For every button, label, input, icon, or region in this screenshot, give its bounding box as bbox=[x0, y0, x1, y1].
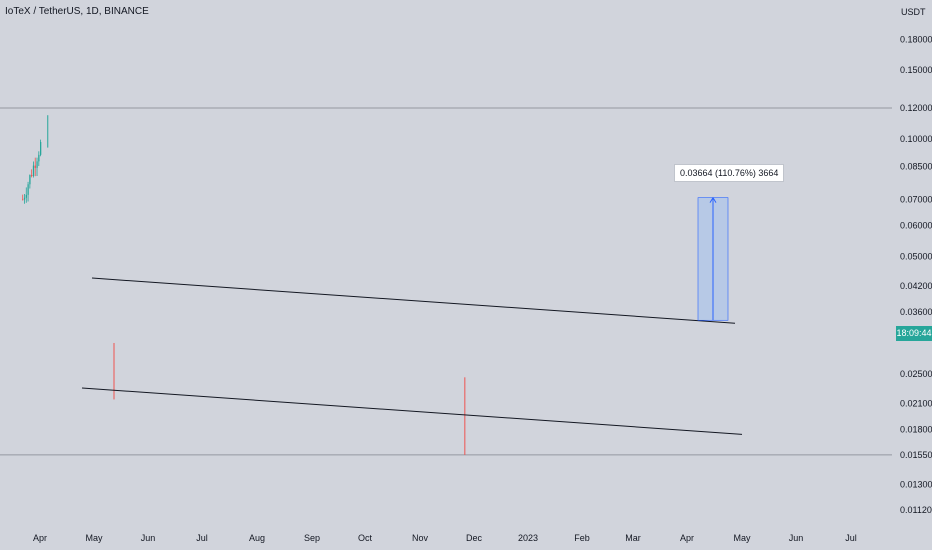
time-tick-label: Aug bbox=[249, 533, 265, 543]
price-tick-label: 0.07000 bbox=[900, 194, 932, 204]
measure-label: 0.03664 (110.76%) 3664 bbox=[674, 164, 785, 182]
time-tick-label: Jun bbox=[141, 533, 156, 543]
channel-upper-line bbox=[91, 277, 736, 324]
price-tick-label: 0.10000 bbox=[900, 134, 932, 144]
price-tick-label: 0.02500 bbox=[900, 369, 932, 379]
price-tick-label: 0.12000 bbox=[900, 103, 932, 113]
time-tick-label: Apr bbox=[33, 533, 47, 543]
candle-body bbox=[36, 161, 38, 168]
time-tick-label: Mar bbox=[625, 533, 641, 543]
time-tick-label: May bbox=[85, 533, 103, 543]
candle-body bbox=[22, 199, 24, 201]
candle-body bbox=[29, 175, 31, 185]
time-tick-label: Jul bbox=[196, 533, 208, 543]
price-tick-label: 0.02100 bbox=[900, 398, 932, 408]
price-tick-label: 0.05000 bbox=[900, 251, 932, 261]
time-tick-label: Nov bbox=[412, 533, 429, 543]
channel-lower-line bbox=[81, 387, 743, 435]
price-tick-label: 0.01300 bbox=[900, 480, 932, 490]
price-tick-label: 0.08500 bbox=[900, 161, 932, 171]
price-tick-label: 0.18000 bbox=[900, 34, 932, 44]
candle-body bbox=[27, 184, 29, 195]
time-tick-label: Dec bbox=[466, 533, 483, 543]
price-tick-label: 0.01550 bbox=[900, 450, 932, 460]
price-tick-label: 0.15000 bbox=[900, 65, 932, 75]
candle-body bbox=[38, 154, 40, 162]
current-price-tag: 18:09:44 bbox=[896, 326, 932, 341]
candle-body bbox=[31, 175, 33, 177]
currency-label: USDT bbox=[901, 7, 926, 17]
time-tick-label: Apr bbox=[680, 533, 694, 543]
price-tick-label: 0.03600 bbox=[900, 307, 932, 317]
measure-arrow-head bbox=[709, 196, 717, 203]
candle-body bbox=[23, 197, 26, 200]
candle-body bbox=[34, 165, 36, 168]
symbol-title: IoTeX / TetherUS, 1D, BINANCE bbox=[5, 6, 149, 17]
time-tick-label: Jul bbox=[845, 533, 857, 543]
time-tick-label: Jun bbox=[789, 533, 804, 543]
price-tick-label: 0.01120 bbox=[900, 505, 932, 515]
time-tick-label: Feb bbox=[574, 533, 590, 543]
time-tick-label: 2023 bbox=[518, 533, 538, 543]
candle-body bbox=[32, 165, 35, 177]
time-tick-label: May bbox=[733, 533, 751, 543]
price-tick-label: 0.06000 bbox=[900, 220, 932, 230]
candle-body bbox=[40, 142, 42, 155]
candle-body bbox=[25, 194, 27, 198]
price-tick-label: 0.04200 bbox=[900, 281, 932, 291]
time-tick-label: Oct bbox=[358, 533, 373, 543]
time-tick-label: Sep bbox=[304, 533, 320, 543]
price-tick-label: 0.01800 bbox=[900, 425, 932, 435]
